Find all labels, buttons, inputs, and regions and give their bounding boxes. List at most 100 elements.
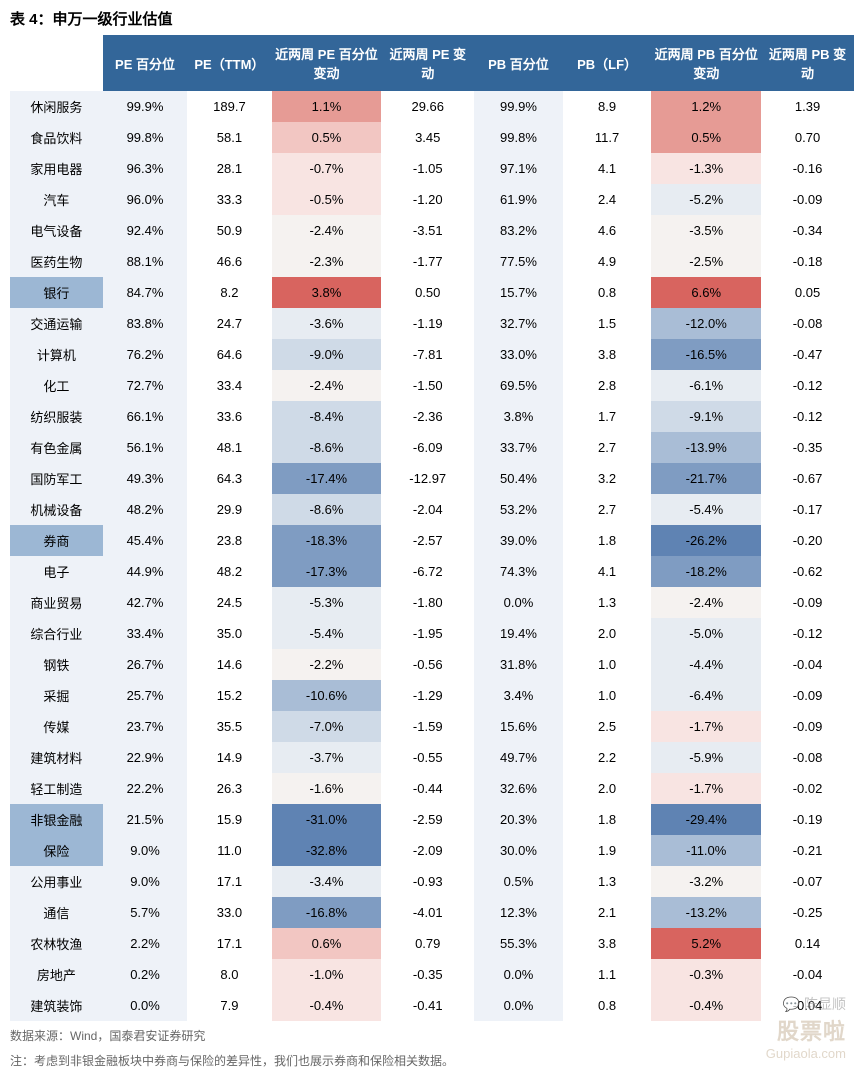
pe-pct-change: 1.1% (272, 91, 382, 122)
pb-pct-change: -16.5% (651, 339, 761, 370)
pb-percentile: 3.8% (474, 401, 563, 432)
pb-change: 0.14 (761, 928, 854, 959)
valuation-table: PE 百分位PE（TTM）近两周 PE 百分位变动近两周 PE 变动PB 百分位… (10, 35, 854, 1021)
pb-lf: 2.7 (563, 432, 652, 463)
pb-lf: 4.9 (563, 246, 652, 277)
pb-pct-change: 0.5% (651, 122, 761, 153)
pe-percentile: 26.7% (103, 649, 187, 680)
pe-pct-change: 0.6% (272, 928, 382, 959)
pe-change: -1.29 (381, 680, 474, 711)
row-label: 机械设备 (10, 494, 103, 525)
pe-percentile: 45.4% (103, 525, 187, 556)
pb-change: -0.08 (761, 308, 854, 339)
row-label: 轻工制造 (10, 773, 103, 804)
row-label: 通信 (10, 897, 103, 928)
pb-percentile: 69.5% (474, 370, 563, 401)
pe-percentile: 56.1% (103, 432, 187, 463)
table-row: 电子44.9%48.2-17.3%-6.7274.3%4.1-18.2%-0.6… (10, 556, 854, 587)
row-label: 休闲服务 (10, 91, 103, 122)
pb-change: -0.21 (761, 835, 854, 866)
row-label: 化工 (10, 370, 103, 401)
pb-percentile: 20.3% (474, 804, 563, 835)
pb-lf: 1.3 (563, 866, 652, 897)
pb-lf: 4.1 (563, 153, 652, 184)
row-label: 计算机 (10, 339, 103, 370)
pb-lf: 1.9 (563, 835, 652, 866)
pb-change: -0.16 (761, 153, 854, 184)
table-row: 银行84.7%8.23.8%0.5015.7%0.86.6%0.05 (10, 277, 854, 308)
pe-ttm: 29.9 (187, 494, 271, 525)
pb-pct-change: -3.2% (651, 866, 761, 897)
pb-change: 1.39 (761, 91, 854, 122)
pb-change: 0.05 (761, 277, 854, 308)
pb-lf: 8.9 (563, 91, 652, 122)
pb-lf: 2.0 (563, 618, 652, 649)
pe-percentile: 25.7% (103, 680, 187, 711)
pe-pct-change: -5.3% (272, 587, 382, 618)
pe-ttm: 17.1 (187, 866, 271, 897)
pe-pct-change: -2.2% (272, 649, 382, 680)
pe-change: -1.95 (381, 618, 474, 649)
pe-percentile: 0.0% (103, 990, 187, 1021)
pe-change: -2.09 (381, 835, 474, 866)
pe-ttm: 14.9 (187, 742, 271, 773)
pb-change: 0.70 (761, 122, 854, 153)
row-label: 传媒 (10, 711, 103, 742)
pe-percentile: 99.9% (103, 91, 187, 122)
pe-ttm: 189.7 (187, 91, 271, 122)
pb-percentile: 61.9% (474, 184, 563, 215)
pb-change: -0.04 (761, 649, 854, 680)
pb-percentile: 0.0% (474, 587, 563, 618)
pb-percentile: 32.6% (474, 773, 563, 804)
row-label: 综合行业 (10, 618, 103, 649)
pb-change: -0.17 (761, 494, 854, 525)
table-row: 建筑装饰0.0%7.9-0.4%-0.410.0%0.8-0.4%-0.04 (10, 990, 854, 1021)
pe-change: -2.04 (381, 494, 474, 525)
row-label: 建筑装饰 (10, 990, 103, 1021)
pb-lf: 3.2 (563, 463, 652, 494)
pb-pct-change: -1.7% (651, 773, 761, 804)
pb-pct-change: 1.2% (651, 91, 761, 122)
pe-change: -1.59 (381, 711, 474, 742)
pe-change: -1.80 (381, 587, 474, 618)
table-row: 休闲服务99.9%189.71.1%29.6699.9%8.91.2%1.39 (10, 91, 854, 122)
pb-pct-change: -5.0% (651, 618, 761, 649)
pb-change: -0.12 (761, 370, 854, 401)
table-row: 家用电器96.3%28.1-0.7%-1.0597.1%4.1-1.3%-0.1… (10, 153, 854, 184)
pe-percentile: 22.2% (103, 773, 187, 804)
pb-pct-change: 6.6% (651, 277, 761, 308)
pb-percentile: 12.3% (474, 897, 563, 928)
pb-lf: 1.0 (563, 680, 652, 711)
pe-pct-change: -3.6% (272, 308, 382, 339)
pe-percentile: 66.1% (103, 401, 187, 432)
pb-percentile: 15.6% (474, 711, 563, 742)
table-row: 保险9.0%11.0-32.8%-2.0930.0%1.9-11.0%-0.21 (10, 835, 854, 866)
pe-percentile: 88.1% (103, 246, 187, 277)
row-label: 非银金融 (10, 804, 103, 835)
pe-percentile: 83.8% (103, 308, 187, 339)
pe-change: -6.72 (381, 556, 474, 587)
row-label: 银行 (10, 277, 103, 308)
pb-change: -0.18 (761, 246, 854, 277)
pb-percentile: 53.2% (474, 494, 563, 525)
pe-pct-change: -9.0% (272, 339, 382, 370)
pb-lf: 1.8 (563, 804, 652, 835)
pe-percentile: 76.2% (103, 339, 187, 370)
row-label: 电气设备 (10, 215, 103, 246)
pe-percentile: 5.7% (103, 897, 187, 928)
column-header: 近两周 PB 变动 (761, 35, 854, 91)
pb-percentile: 32.7% (474, 308, 563, 339)
pe-percentile: 9.0% (103, 866, 187, 897)
column-header (10, 35, 103, 91)
column-header: 近两周 PB 百分位变动 (651, 35, 761, 91)
pb-pct-change: -0.3% (651, 959, 761, 990)
pe-change: -2.36 (381, 401, 474, 432)
pb-lf: 4.1 (563, 556, 652, 587)
pe-change: -1.77 (381, 246, 474, 277)
pe-percentile: 22.9% (103, 742, 187, 773)
pe-ttm: 64.6 (187, 339, 271, 370)
pb-change: -0.09 (761, 587, 854, 618)
pb-change: -0.04 (761, 990, 854, 1021)
pb-pct-change: -12.0% (651, 308, 761, 339)
pe-pct-change: -5.4% (272, 618, 382, 649)
